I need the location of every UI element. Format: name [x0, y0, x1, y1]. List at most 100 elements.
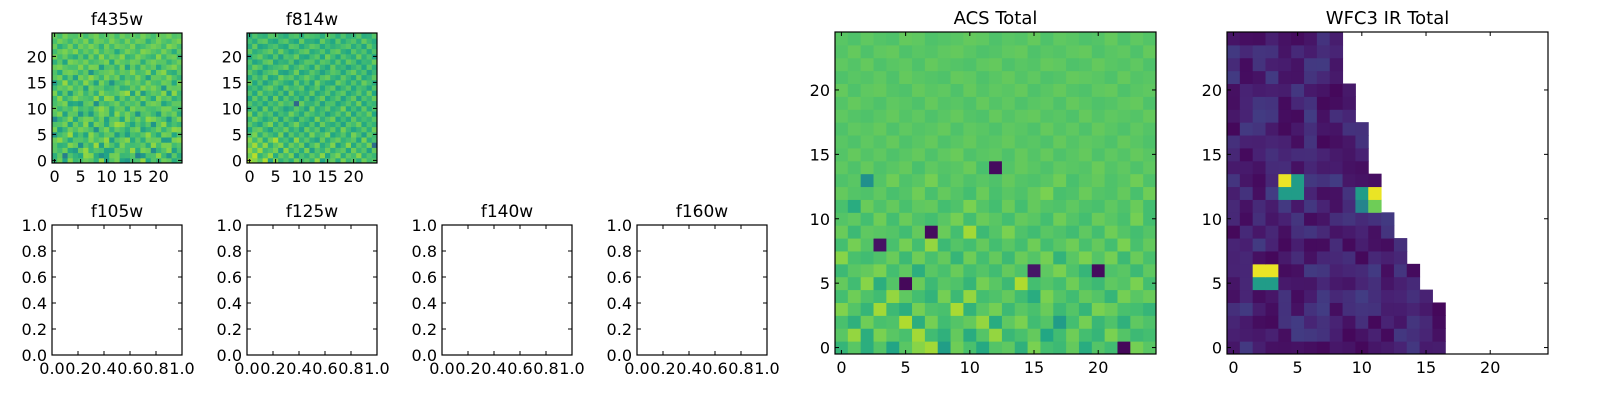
heatmap-cell	[847, 289, 862, 303]
heatmap-cell	[345, 116, 352, 122]
heatmap-cell	[93, 121, 100, 128]
heatmap-cell	[309, 105, 316, 112]
heatmap-cell	[161, 64, 167, 70]
heatmap-cell	[1091, 122, 1106, 136]
heatmap-cell	[1066, 135, 1080, 149]
heatmap-cell	[130, 48, 136, 55]
heatmap-cell	[62, 142, 69, 148]
heatmap-cell	[1316, 135, 1331, 149]
heatmap-cell	[119, 116, 126, 122]
heatmap-cell	[873, 199, 887, 213]
heatmap-cell	[1014, 250, 1029, 265]
heatmap-cell	[899, 96, 913, 110]
heatmap-cell	[340, 90, 347, 96]
heatmap-cell	[351, 79, 357, 86]
heatmap-cell	[273, 64, 279, 70]
heatmap-cell	[93, 157, 100, 164]
heatmap-cell	[57, 147, 63, 154]
heatmap-cell	[83, 100, 89, 107]
heatmap-cell	[166, 59, 173, 65]
heatmap-cell	[1278, 341, 1292, 355]
heatmap-cell	[1316, 328, 1331, 342]
x-tick-label: 20	[343, 167, 363, 186]
heatmap-cell	[835, 70, 849, 85]
heatmap-cell	[1078, 122, 1093, 136]
heatmap-cell	[88, 157, 95, 164]
heatmap-cell	[1265, 83, 1279, 97]
heatmap-cell	[1143, 173, 1157, 188]
heatmap-cell	[114, 126, 121, 133]
heatmap-cell	[989, 83, 1003, 97]
heatmap-cell	[1342, 160, 1356, 175]
heatmap-cell	[886, 225, 900, 239]
heatmap-cell	[873, 70, 887, 85]
heatmap-cell	[847, 83, 862, 97]
heatmap-cell	[1381, 238, 1395, 252]
heatmap-cell	[62, 152, 69, 159]
heatmap-cell	[1117, 238, 1131, 252]
heatmap-cell	[93, 147, 100, 154]
heatmap-cell	[130, 90, 136, 96]
heatmap-cell	[371, 116, 378, 122]
heatmap-cell	[119, 100, 126, 107]
heatmap-cell	[262, 137, 269, 143]
heatmap-cell	[1342, 186, 1356, 200]
heatmap-cell	[1368, 173, 1382, 188]
heatmap-cell	[1053, 302, 1067, 316]
heatmap-cell	[309, 48, 316, 55]
x-tick-label: 0.8	[143, 359, 168, 378]
heatmap-cell	[314, 43, 321, 50]
heatmap-cell	[1066, 147, 1080, 162]
heatmap-cell	[835, 186, 849, 200]
heatmap-cell	[145, 38, 152, 44]
heatmap-cell	[93, 111, 100, 117]
heatmap-cell	[351, 105, 357, 112]
heatmap-cell	[847, 44, 862, 59]
heatmap-cell	[873, 315, 887, 329]
heatmap-cell	[176, 85, 183, 91]
heatmap-cell	[1014, 147, 1029, 162]
heatmap-cell	[330, 116, 336, 122]
panel-title: f105w	[91, 202, 143, 222]
heatmap-cell	[1104, 83, 1118, 97]
heatmap-cell	[156, 69, 162, 76]
heatmap-cell	[78, 105, 84, 112]
heatmap-cell	[130, 53, 136, 60]
heatmap-cell	[309, 100, 316, 107]
heatmap-cell	[166, 116, 173, 122]
heatmap-cell	[1291, 160, 1305, 175]
heatmap-cell	[912, 250, 926, 265]
heatmap-cell	[1393, 263, 1408, 278]
heatmap-cell	[989, 276, 1003, 291]
heatmap-cell	[1291, 250, 1305, 265]
heatmap-cell	[950, 212, 964, 226]
heatmap-cell	[1227, 96, 1241, 110]
heatmap-cell	[93, 69, 100, 76]
heatmap-cell	[1040, 250, 1054, 265]
heatmap-cell	[1227, 238, 1241, 252]
heatmap-cell	[83, 95, 89, 102]
heatmap-cell	[1393, 276, 1408, 291]
heatmap-cell	[950, 32, 964, 46]
heatmap-cell	[299, 111, 305, 117]
heatmap-cell	[1027, 302, 1041, 316]
heatmap-cell	[114, 142, 121, 148]
heatmap-cell	[1130, 160, 1144, 175]
heatmap-cell	[252, 137, 258, 143]
heatmap-cell	[135, 74, 141, 81]
heatmap-cell	[963, 173, 977, 188]
heatmap-cell	[67, 90, 74, 96]
heatmap-cell	[1078, 212, 1093, 226]
heatmap-cell	[72, 131, 79, 138]
heatmap-cell	[252, 33, 258, 39]
heatmap-cell	[912, 225, 926, 239]
heatmap-cell	[1342, 109, 1356, 123]
heatmap-cell	[340, 79, 347, 86]
heatmap-cell	[83, 69, 89, 76]
heatmap-cell	[150, 74, 157, 81]
heatmap-cell	[130, 111, 136, 117]
heatmap-cell	[1078, 160, 1093, 175]
heatmap-cell	[176, 116, 183, 122]
heatmap-cell	[171, 131, 178, 138]
heatmap-cell	[325, 74, 331, 81]
